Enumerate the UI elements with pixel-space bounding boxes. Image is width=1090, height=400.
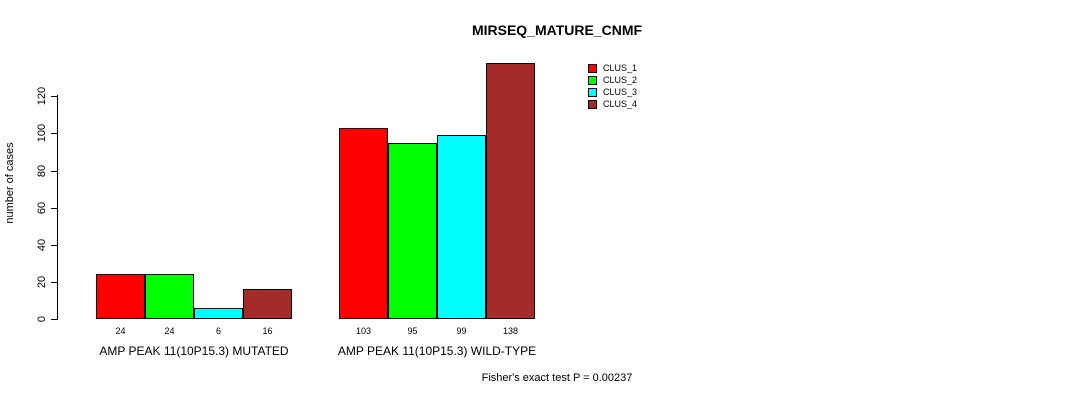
bar-value-label: 16 bbox=[262, 326, 273, 336]
y-tick-label: 100 bbox=[36, 123, 48, 143]
legend-swatch-clus-4 bbox=[588, 99, 597, 109]
bar-clus_2-wild-type bbox=[388, 143, 437, 319]
y-tick bbox=[51, 319, 57, 320]
y-tick bbox=[51, 96, 57, 97]
y-tick-label: 120 bbox=[36, 86, 48, 106]
bar-value-label: 138 bbox=[502, 326, 519, 336]
bar-value-label: 24 bbox=[164, 326, 175, 336]
bar-clus_3-mutated bbox=[194, 308, 243, 319]
x-category-label: AMP PEAK 11(10P15.3) MUTATED bbox=[99, 344, 289, 358]
legend-item-clus-1: CLUS_1 bbox=[588, 62, 637, 74]
legend-swatch-clus-3 bbox=[588, 87, 597, 97]
y-tick-label: 20 bbox=[36, 275, 48, 289]
legend-label: CLUS_2 bbox=[603, 75, 638, 85]
bar-clus_3-wild-type bbox=[437, 135, 486, 319]
chart-title: MIRSEQ_MATURE_CNMF bbox=[471, 22, 643, 38]
bar-value-label: 6 bbox=[215, 326, 221, 336]
legend-swatch-clus-2 bbox=[588, 75, 597, 85]
y-tick-label: 0 bbox=[36, 315, 48, 323]
bar-clus_1-wild-type bbox=[339, 128, 388, 319]
y-tick bbox=[51, 208, 57, 209]
bar-clus_4-mutated bbox=[243, 289, 292, 319]
y-tick bbox=[51, 282, 57, 283]
y-tick bbox=[51, 245, 57, 246]
y-tick-label: 60 bbox=[36, 201, 48, 215]
y-tick-label: 80 bbox=[36, 164, 48, 178]
legend-item-clus-4: CLUS_4 bbox=[588, 98, 637, 110]
bar-value-label: 24 bbox=[115, 326, 126, 336]
legend-item-clus-3: CLUS_3 bbox=[588, 86, 637, 98]
legend: CLUS_1 CLUS_2 CLUS_3 CLUS_4 bbox=[588, 62, 637, 110]
legend-item-clus-2: CLUS_2 bbox=[588, 74, 637, 86]
bar-value-label: 103 bbox=[355, 326, 372, 336]
y-axis-title: number of cases bbox=[4, 142, 16, 224]
bar-clus_2-mutated bbox=[145, 274, 194, 319]
bar-value-label: 99 bbox=[456, 326, 467, 336]
y-tick bbox=[51, 133, 57, 134]
bar-value-label: 95 bbox=[407, 326, 418, 336]
y-tick-label: 40 bbox=[36, 238, 48, 252]
annotation-fisher-test: Fisher's exact test P = 0.00237 bbox=[481, 372, 633, 384]
legend-label: CLUS_4 bbox=[603, 99, 638, 109]
y-axis-line bbox=[57, 95, 58, 320]
y-tick bbox=[51, 171, 57, 172]
x-category-label: AMP PEAK 11(10P15.3) WILD-TYPE bbox=[337, 344, 537, 358]
bar-clus_4-wild-type bbox=[486, 63, 535, 319]
legend-label: CLUS_1 bbox=[603, 63, 638, 73]
legend-swatch-clus-1 bbox=[588, 63, 597, 73]
bar-clus_1-mutated bbox=[96, 274, 145, 319]
legend-label: CLUS_3 bbox=[603, 87, 638, 97]
